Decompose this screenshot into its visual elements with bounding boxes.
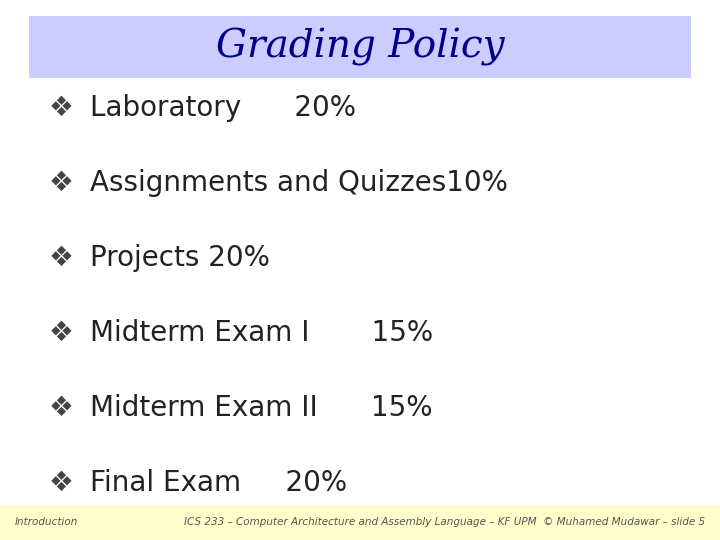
Text: ❖: ❖ <box>49 319 73 347</box>
FancyBboxPatch shape <box>29 16 691 78</box>
Text: Introduction: Introduction <box>14 517 78 528</box>
Text: Midterm Exam I       15%: Midterm Exam I 15% <box>90 319 433 347</box>
Text: Laboratory      20%: Laboratory 20% <box>90 94 356 122</box>
Text: Projects 20%: Projects 20% <box>90 244 270 272</box>
Text: ❖: ❖ <box>49 394 73 422</box>
Text: ❖: ❖ <box>49 469 73 497</box>
Text: Assignments and Quizzes​10%: Assignments and Quizzes​10% <box>90 169 508 197</box>
Text: Final Exam     20%: Final Exam 20% <box>90 469 347 497</box>
Text: ❖: ❖ <box>49 94 73 122</box>
Text: ❖: ❖ <box>49 169 73 197</box>
Text: © Muhamed Mudawar – slide 5: © Muhamed Mudawar – slide 5 <box>544 517 706 528</box>
Text: Grading Policy: Grading Policy <box>216 28 504 66</box>
FancyBboxPatch shape <box>0 505 720 540</box>
Text: ❖: ❖ <box>49 244 73 272</box>
Text: ICS 233 – Computer Architecture and Assembly Language – KF UPM: ICS 233 – Computer Architecture and Asse… <box>184 517 536 528</box>
Text: Midterm Exam II      15%: Midterm Exam II 15% <box>90 394 433 422</box>
